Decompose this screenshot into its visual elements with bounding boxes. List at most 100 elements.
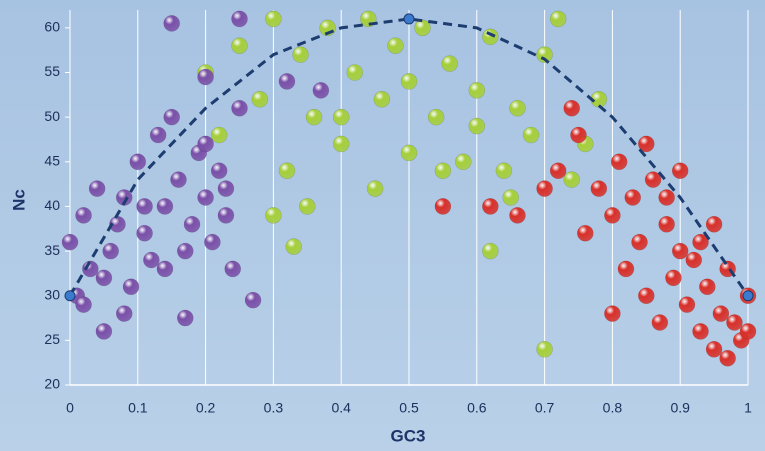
point [129,153,147,171]
point [617,260,635,278]
point [298,198,316,215]
point [265,10,282,28]
point [183,215,201,233]
point [509,99,526,117]
point [197,68,214,86]
point [651,314,669,331]
x-axis-title: GC3 [391,426,426,445]
point [692,233,709,251]
point [610,153,628,171]
point [156,260,174,278]
point [522,126,540,144]
x-tick-label: 0.7 [535,400,555,416]
point [149,126,167,144]
point [692,323,709,340]
y-tick-label: 35 [44,242,60,258]
point [75,207,92,224]
point [427,108,445,126]
point [434,198,452,215]
point [705,215,723,233]
point [224,260,242,278]
point [400,73,418,90]
point [278,73,296,90]
point [441,55,458,72]
curve-marker [64,290,76,302]
x-tick-label: 0.9 [670,400,690,416]
point [122,278,140,296]
y-tick-label: 30 [44,286,60,302]
point [658,215,675,233]
x-tick-label: 0 [66,400,74,416]
point [231,10,248,28]
point [482,198,499,215]
point [217,180,235,197]
y-tick-label: 60 [44,19,60,35]
point [387,37,404,55]
point [631,233,648,251]
point [570,126,587,144]
point [95,323,113,340]
x-tick-label: 0.5 [399,400,419,416]
point [210,162,228,180]
point [665,269,682,287]
point [197,189,214,206]
point [699,278,716,296]
point [197,135,214,153]
point [678,296,696,313]
point [278,162,296,180]
point [726,314,743,331]
point [563,99,581,117]
point [217,207,235,224]
point [136,198,153,215]
point [468,117,486,135]
point [549,162,567,180]
x-tick-label: 0.2 [196,400,216,416]
point [637,135,655,153]
x-tick-label: 0.1 [128,400,148,416]
point [549,10,567,28]
point [482,242,499,260]
point [231,37,248,55]
point [434,162,452,180]
point [95,269,113,287]
point [115,305,133,322]
point [75,296,92,313]
point [176,242,194,260]
point [644,171,662,188]
point [136,224,153,242]
x-tick-label: 0.6 [467,400,487,416]
expected-curve [68,17,750,297]
point [305,108,323,126]
point [102,242,119,260]
y-axis-title: Nc [9,189,28,211]
point [590,180,608,197]
point [204,233,221,251]
point [712,305,730,322]
point [332,135,350,153]
point [739,323,757,340]
point [61,233,79,251]
point [285,238,303,255]
point [163,108,180,126]
point [88,180,106,197]
point [231,99,248,117]
point [685,251,703,269]
point [482,28,499,46]
point [468,82,486,99]
y-tick-label: 20 [44,376,60,392]
point [719,349,736,367]
point [658,189,675,206]
y-tick-label: 40 [44,197,60,213]
point [400,144,418,162]
y-tick-label: 25 [44,331,60,347]
point [536,46,553,63]
point [265,207,282,224]
y-tick-label: 55 [44,63,60,79]
point [502,189,520,206]
point [163,15,180,32]
point [495,162,513,180]
point [292,46,309,63]
y-tick-label: 50 [44,108,60,124]
point [624,189,642,206]
